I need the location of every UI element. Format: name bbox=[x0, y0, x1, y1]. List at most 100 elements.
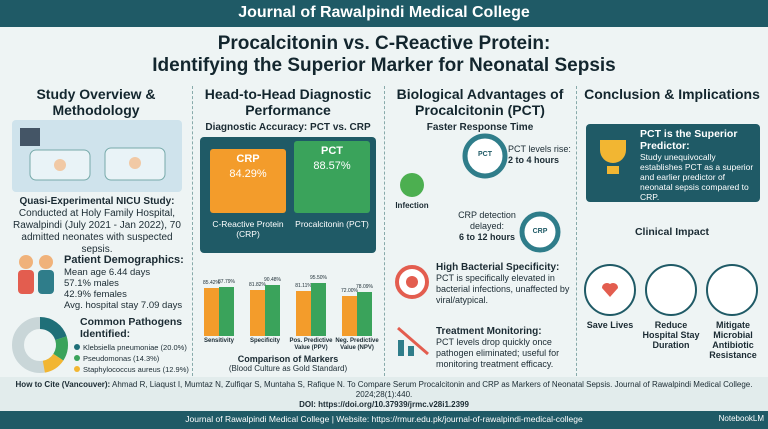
bar bbox=[250, 290, 265, 336]
conclusion-box bbox=[586, 124, 760, 202]
title-line: Procalcitonin vs. C-Reactive Protein: bbox=[217, 33, 551, 54]
donut-segment bbox=[39, 317, 67, 341]
value-label: 90.48% bbox=[264, 277, 281, 284]
label: CRP detection delayed: bbox=[458, 210, 516, 231]
item: 57.1% males bbox=[64, 278, 119, 289]
trend-arrow bbox=[397, 326, 429, 356]
text: PCT is specifically elevated in bacteria… bbox=[436, 273, 570, 305]
impact-label: Mitigate Microbial Antibiotic Resistance bbox=[709, 320, 757, 360]
trophy-icon bbox=[607, 166, 619, 174]
legend-label: Staphylococcus aureus (12.9%) bbox=[83, 365, 189, 374]
legend-swatch bbox=[74, 366, 80, 372]
bar-chart: 85.42% 87.79% Sensitivity 81.82% 90.48% Speci… bbox=[196, 270, 380, 378]
crp-delay: CRP detection delayed: 6 to 12 hours bbox=[452, 210, 522, 243]
value-label: 95.50% bbox=[310, 274, 327, 281]
heart bbox=[602, 282, 618, 297]
accuracy-box: PCT 88.57% bbox=[294, 141, 370, 213]
accuracy-value: 84.29% bbox=[229, 168, 267, 180]
title: Procalcitonin vs. C-Reactive Protein: Id… bbox=[0, 33, 768, 77]
section-heading: Biological Advantages of Procalcitonin (… bbox=[396, 86, 564, 118]
pct-rise: PCT levels rise: 2 to 4 hours bbox=[508, 144, 574, 166]
accuracy-name: Procalcitonin (PCT) bbox=[295, 219, 369, 229]
impact-label: Reduce Hospital Stay Duration bbox=[642, 320, 700, 350]
monitor bbox=[20, 128, 40, 146]
chart-icon bbox=[398, 340, 404, 356]
donut-segment bbox=[53, 336, 68, 361]
legend-item: Staphylococcus aureus (12.9%) bbox=[74, 364, 192, 375]
label: PCT is the Superior Predictor: bbox=[640, 128, 738, 152]
category-label: Specificity bbox=[249, 338, 280, 344]
monitoring: Treatment Monitoring: PCT levels drop qu… bbox=[436, 326, 572, 370]
time: 6 to 12 hours bbox=[458, 232, 515, 242]
category-label: Neg. Predictive Value (NPV) bbox=[335, 338, 379, 351]
accuracy-name: C-Reactive Protein (CRP) bbox=[212, 219, 284, 239]
label: Treatment Monitoring: bbox=[436, 326, 542, 337]
value-label: 85.42% bbox=[203, 280, 220, 287]
label: High Bacterial Specificity: bbox=[436, 262, 560, 273]
baby bbox=[129, 157, 141, 169]
category-label: Pos. Predictive Value (PPV) bbox=[289, 338, 333, 351]
legend-item: Pseudomonas (14.3%) bbox=[74, 353, 192, 364]
value-label: 81.82% bbox=[249, 282, 266, 289]
impact-label: Save Lives bbox=[586, 320, 634, 330]
legend-swatch bbox=[74, 344, 80, 350]
citation-bg bbox=[0, 377, 768, 411]
value-label: 78.09% bbox=[356, 284, 373, 291]
person-icon bbox=[38, 270, 54, 294]
impact-icon bbox=[645, 264, 697, 316]
bar bbox=[357, 292, 372, 336]
label: How to Cite (Vancouver): bbox=[15, 380, 111, 389]
label: PCT levels rise: bbox=[508, 144, 571, 154]
person-icon bbox=[19, 255, 33, 269]
section-heading: Conclusion & Implications bbox=[584, 86, 760, 102]
accuracy-boxes: CRP 84.29% C-Reactive Protein (CRP) PCT 88.5… bbox=[200, 137, 376, 253]
divider bbox=[192, 86, 193, 376]
study-text: Quasi-Experimental NICU Study: Conducted… bbox=[8, 196, 186, 256]
bacteria-icon bbox=[400, 173, 424, 197]
accuracy-value: 88.57% bbox=[313, 160, 351, 172]
value-label: 81.11% bbox=[295, 282, 312, 289]
bar bbox=[296, 290, 311, 336]
time: 2 to 4 hours bbox=[508, 155, 560, 165]
text: Ahmad R, Liaqust I, Mumtaz N, Zulfiqar S… bbox=[112, 380, 753, 399]
title-line: Identifying the Superior Marker for Neon… bbox=[152, 55, 616, 76]
value-label: 87.79% bbox=[218, 278, 235, 285]
item: Avg. hospital stay 7.09 days bbox=[64, 300, 183, 311]
label: Patient Demographics: bbox=[64, 254, 184, 266]
section-heading: Head-to-Head Diagnostic Performance bbox=[204, 86, 372, 118]
person-icon bbox=[18, 270, 34, 294]
bar bbox=[204, 288, 219, 336]
chart-subtitle: (Blood Culture as Gold Standard) bbox=[228, 364, 348, 373]
legend-swatch bbox=[74, 355, 80, 361]
demographics: Patient Demographics: Mean age 6.44 days… bbox=[64, 254, 189, 311]
baby bbox=[54, 159, 66, 171]
donut-segment bbox=[42, 353, 64, 373]
gauge-label: PCT bbox=[478, 151, 492, 158]
divider bbox=[384, 86, 385, 376]
journal-name: Journal of Rawalpindi Medical College bbox=[238, 4, 530, 21]
abbr: CRP bbox=[236, 153, 260, 165]
conclusion-text: PCT is the Superior Predictor: Study une… bbox=[640, 128, 756, 202]
value-label: 72.00% bbox=[341, 287, 358, 294]
text: PCT levels drop quickly once pathogen el… bbox=[436, 337, 560, 369]
bar bbox=[265, 285, 280, 336]
trophy-icon bbox=[600, 140, 626, 163]
chart-icon bbox=[408, 346, 414, 356]
infection-label: Infection bbox=[395, 201, 429, 210]
legend: Klebsiella pneumoniae (20.0%) Pseudomonas… bbox=[74, 342, 192, 375]
label: Quasi-Experimental NICU Study: bbox=[19, 196, 175, 207]
item: 42.9% females bbox=[64, 289, 127, 300]
divider bbox=[576, 86, 577, 376]
label: Common Pathogens Identified: bbox=[80, 316, 183, 340]
gauge bbox=[462, 133, 508, 179]
legend-item: Klebsiella pneumoniae (20.0%) bbox=[74, 342, 192, 353]
footer-text: Journal of Rawalpindi Medical College | … bbox=[185, 414, 583, 424]
impact-icon bbox=[706, 264, 758, 316]
header-bar bbox=[0, 0, 768, 27]
target-icon bbox=[406, 276, 418, 288]
subheading: Faster Response Time bbox=[426, 122, 534, 133]
gauge bbox=[519, 211, 561, 253]
brand: NotebookLM bbox=[718, 414, 764, 423]
footer-bar bbox=[0, 411, 768, 429]
